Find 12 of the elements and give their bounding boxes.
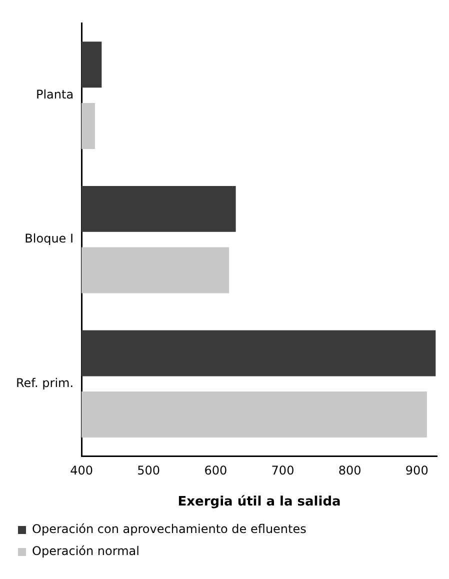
x-tick-label: 900	[405, 463, 428, 478]
legend-label: Operación con aprovechamiento de efluentes	[32, 522, 306, 536]
x-tick-label: 700	[271, 463, 294, 478]
x-tick-label: 400	[70, 463, 94, 478]
x-axis-title: Exergia útil a la salida	[178, 494, 341, 510]
x-tick-label: 600	[204, 463, 228, 478]
x-tick-label: 500	[137, 463, 160, 478]
x-tick-label: 800	[338, 463, 362, 478]
y-tick-label: Planta	[36, 87, 74, 102]
legend-label: Operación normal	[32, 544, 140, 558]
y-tick-label: Ref. prim.	[16, 376, 74, 390]
y-tick-label: Bloque I	[24, 232, 74, 246]
